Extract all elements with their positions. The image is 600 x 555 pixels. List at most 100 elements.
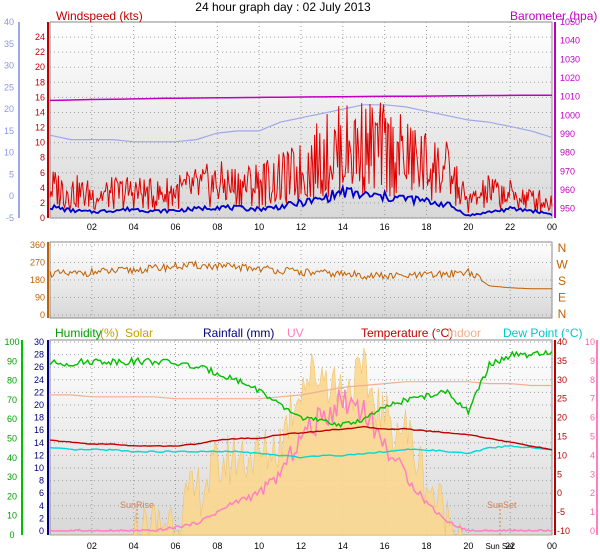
sunrise-label: SunRise xyxy=(120,500,154,510)
compass-label: W xyxy=(556,258,568,272)
wind-x-tick-label: 10 xyxy=(254,222,264,232)
barometer-series xyxy=(49,94,552,102)
wind-red-tick-label: 8 xyxy=(40,153,45,163)
barometer-tick-label: 960 xyxy=(560,185,575,195)
series-layer xyxy=(49,94,553,537)
climate-x-tick-label: 18 xyxy=(421,541,431,551)
wind-x-tick-label: 22 xyxy=(505,222,515,232)
outdoor-temp-series xyxy=(49,104,553,143)
temp-tick-label: 10 xyxy=(557,450,567,460)
dew-point-label: Dew Point (°C) xyxy=(503,326,582,340)
humidity-tick-label: 80 xyxy=(7,376,17,386)
temp-tick-label: -5 xyxy=(557,507,565,517)
wind-red-tick-label: 16 xyxy=(35,92,45,102)
wind-x-tick-label: 04 xyxy=(129,222,139,232)
temp-tick-label: 40 xyxy=(557,337,567,347)
wind-red-tick-label: 10 xyxy=(35,138,45,148)
wind-avg-series xyxy=(49,183,553,217)
humidity-unit-label: (%) xyxy=(100,326,119,340)
rain-tick-label: 20 xyxy=(34,400,44,410)
rain-tick-label: 8 xyxy=(39,476,44,486)
climate-x-tick-label: 04 xyxy=(129,541,139,551)
direction-tick-label: 270 xyxy=(30,258,45,268)
wind-red-tick-label: 4 xyxy=(40,183,45,193)
barometer-tick-label: 1000 xyxy=(560,110,580,120)
humidity-tick-label: 70 xyxy=(7,395,17,405)
wind-x-tick-label: 08 xyxy=(212,222,222,232)
climate-x-tick-label: Sun Set xyxy=(485,542,514,551)
uv-tick-label: 4 xyxy=(590,450,595,460)
temp-tick-label: 35 xyxy=(557,356,567,366)
barometer-tick-label: 950 xyxy=(560,204,575,214)
wind-blue-tick-label: 20 xyxy=(4,104,14,114)
uv-tick-label: 5 xyxy=(590,432,595,442)
uv-tick-label: 0 xyxy=(590,526,595,536)
climate-x-tick-label: 08 xyxy=(212,541,222,551)
rain-tick-label: 6 xyxy=(39,488,44,498)
uv-tick-label: 2 xyxy=(590,488,595,498)
rain-tick-label: 4 xyxy=(39,501,44,511)
wind-x-tick-label: 20 xyxy=(463,222,473,232)
barometer-axis-title: Barometer (hpa) xyxy=(510,9,597,23)
temperature-label: Temperature (°C) xyxy=(361,326,453,340)
dew-point-series xyxy=(49,444,553,459)
barometer-tick-label: 1010 xyxy=(560,92,580,102)
uv-tick-label: 3 xyxy=(590,469,595,479)
barometer-tick-label: 980 xyxy=(560,148,575,158)
temp-tick-label: -10 xyxy=(557,526,570,536)
sunset-label: SunSet xyxy=(487,500,517,510)
temp-tick-label: 15 xyxy=(557,432,567,442)
rain-tick-label: 14 xyxy=(34,438,44,448)
grid-lines xyxy=(18,22,598,535)
wind-blue-tick-label: 5 xyxy=(9,169,14,179)
wind-blue-tick-label: -5 xyxy=(6,213,14,223)
temp-tick-label: 20 xyxy=(557,413,567,423)
wind-x-tick-label: 06 xyxy=(170,222,180,232)
rain-tick-label: 22 xyxy=(34,387,44,397)
compass-label: N xyxy=(558,307,567,321)
humidity-label: Humidity xyxy=(55,326,102,340)
wind-axis-title: Windspeed (kts) xyxy=(56,9,143,23)
humidity-series xyxy=(49,349,553,429)
climate-x-tick-label: 22 xyxy=(505,541,515,551)
wind-blue-tick-label: 0 xyxy=(9,191,14,201)
barometer-tick-label: 1020 xyxy=(560,73,580,83)
wind-red-tick-label: 20 xyxy=(35,62,45,72)
wind-x-tick-label: 12 xyxy=(296,222,306,232)
wind-direction-series xyxy=(49,259,552,290)
rain-tick-label: 30 xyxy=(34,337,44,347)
wind-blue-tick-label: 10 xyxy=(4,148,14,158)
direction-tick-label: 360 xyxy=(30,240,45,250)
climate-x-tick-label: 20 xyxy=(463,541,473,551)
temp-tick-label: 0 xyxy=(557,488,562,498)
wind-red-tick-label: 2 xyxy=(40,198,45,208)
chart-title: 24 hour graph day : 02 July 2013 xyxy=(195,0,371,14)
climate-x-tick-label: 14 xyxy=(338,541,348,551)
uv-tick-label: 6 xyxy=(590,413,595,423)
climate-x-tick-label: 00 xyxy=(547,541,557,551)
climate-x-tick-label: 12 xyxy=(296,541,306,551)
wind-red-tick-label: 12 xyxy=(35,123,45,133)
wind-x-tick-label: 00 xyxy=(547,222,557,232)
direction-tick-label: 90 xyxy=(35,293,45,303)
humidity-tick-label: 90 xyxy=(7,356,17,366)
indoor-label: Indoor xyxy=(447,326,481,340)
humidity-tick-label: 0 xyxy=(9,530,14,540)
rain-tick-label: 28 xyxy=(34,350,44,360)
direction-tick-label: 180 xyxy=(30,275,45,285)
wind-x-tick-label: 18 xyxy=(421,222,431,232)
uv-tick-label: 9 xyxy=(590,356,595,366)
wind-red-tick-label: 18 xyxy=(35,77,45,87)
compass-label: E xyxy=(558,291,566,305)
uv-tick-label: 7 xyxy=(590,394,595,404)
indoor-temp-series xyxy=(50,381,552,400)
climate-x-tick-label: 02 xyxy=(87,541,97,551)
humidity-tick-label: 10 xyxy=(7,511,17,521)
temperature-series xyxy=(49,425,553,451)
wind-x-tick-label: 14 xyxy=(338,222,348,232)
wind-red-tick-label: 24 xyxy=(35,32,45,42)
wind-blue-tick-label: 15 xyxy=(4,126,14,136)
compass-label: S xyxy=(558,274,566,288)
wind-blue-tick-label: 35 xyxy=(4,39,14,49)
